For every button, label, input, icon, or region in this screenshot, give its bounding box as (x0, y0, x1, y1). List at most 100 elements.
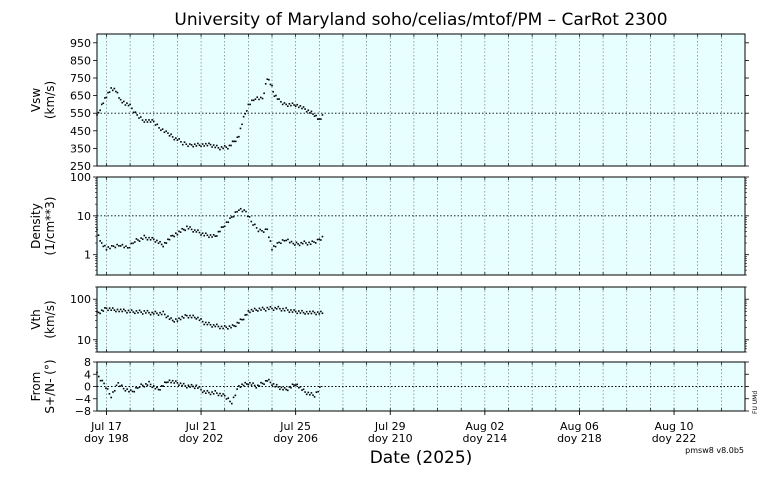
data-point (234, 211, 237, 213)
data-point (257, 230, 260, 233)
data-point (122, 387, 125, 390)
data-point (193, 316, 196, 319)
data-point (181, 384, 183, 387)
data-point (162, 245, 165, 248)
panel-background (97, 177, 745, 275)
data-point (119, 98, 122, 101)
data-point (313, 241, 315, 243)
data-point (176, 233, 179, 236)
data-point (162, 385, 165, 387)
data-point (233, 140, 235, 143)
data-point (106, 388, 109, 390)
data-point (99, 109, 101, 112)
data-point (119, 245, 122, 247)
data-point (220, 146, 223, 148)
data-point (245, 210, 247, 213)
data-point (283, 102, 286, 104)
data-point (170, 234, 172, 237)
data-point (126, 102, 128, 104)
data-point (254, 98, 257, 100)
data-point (156, 386, 158, 389)
data-point (209, 393, 212, 396)
data-point (239, 386, 242, 388)
data-point (186, 314, 188, 317)
data-point (195, 318, 198, 320)
data-point (145, 236, 147, 239)
y-tick-label: 10 (77, 334, 91, 347)
data-point (121, 101, 124, 104)
data-point (257, 384, 259, 387)
panel-frame (96, 286, 746, 353)
data-point (212, 393, 215, 395)
data-point (173, 138, 176, 141)
data-point (280, 242, 282, 245)
data-point (143, 234, 146, 237)
data-point (300, 241, 302, 244)
data-point (264, 228, 267, 231)
data-point (230, 326, 232, 329)
data-point (104, 97, 106, 99)
data-point (305, 242, 307, 244)
data-point (290, 309, 292, 311)
data-point (232, 396, 235, 399)
data-point (222, 147, 224, 150)
data-point (175, 137, 177, 139)
data-point (129, 389, 132, 391)
data-point (206, 323, 209, 326)
data-point (261, 306, 264, 309)
data-point (214, 325, 217, 328)
data-point (298, 386, 300, 389)
data-point (276, 98, 279, 100)
data-point (255, 386, 258, 389)
y-tick-label: 0 (84, 381, 91, 394)
data-point (165, 381, 168, 384)
x-tick-doy-label: doy 198 (84, 432, 129, 445)
data-point (211, 146, 213, 148)
data-point (212, 233, 215, 236)
data-point (113, 87, 116, 90)
data-point (158, 127, 160, 129)
data-point (236, 321, 239, 324)
data-point (278, 98, 280, 100)
data-point (236, 136, 239, 139)
data-point (281, 103, 284, 106)
data-point (260, 381, 262, 384)
data-point (118, 97, 120, 99)
data-point (277, 305, 280, 308)
data-point (274, 306, 276, 309)
data-point (274, 385, 276, 388)
data-point (276, 242, 279, 244)
data-point (189, 143, 191, 145)
x-tick-doy-label: doy 202 (179, 432, 224, 445)
data-point (187, 145, 189, 148)
data-point (192, 314, 194, 317)
data-point (105, 96, 108, 99)
data-point (238, 322, 240, 324)
data-point (160, 243, 163, 246)
data-point (320, 118, 322, 120)
data-point (288, 311, 291, 313)
data-point (105, 307, 108, 310)
data-point (222, 393, 224, 395)
data-point (128, 246, 131, 249)
data-point (309, 112, 311, 114)
data-point (163, 241, 166, 244)
data-point (294, 384, 297, 387)
data-point (131, 390, 134, 393)
data-point (283, 309, 286, 312)
data-point (198, 385, 201, 388)
data-point (110, 309, 112, 311)
data-point (253, 307, 256, 310)
data-point (110, 396, 112, 399)
data-point (273, 95, 276, 97)
data-point (234, 325, 237, 328)
y-tick-label: 750 (70, 72, 91, 85)
data-point (107, 309, 109, 312)
data-point (154, 241, 157, 243)
data-point (317, 390, 319, 393)
data-point (301, 107, 303, 110)
data-point (272, 383, 275, 385)
data-point (259, 228, 261, 231)
data-point (182, 317, 185, 319)
data-point (181, 227, 183, 230)
